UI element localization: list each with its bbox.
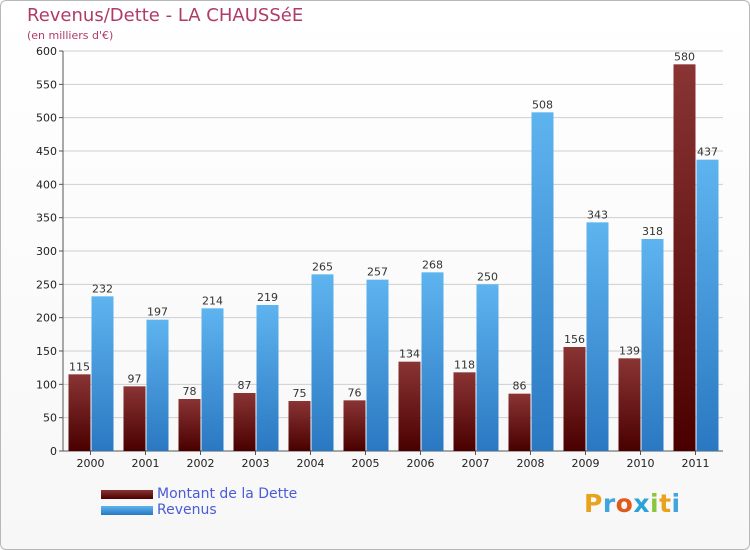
y-tick-label: 0 [50,445,57,458]
bar-revenus [256,305,279,451]
value-label-debt: 134 [399,348,420,361]
proxiti-logo: Proxiti [584,489,681,518]
x-tick-label: 2005 [352,457,380,470]
x-tick-label: 2003 [242,457,270,470]
y-tick-label: 600 [36,45,57,58]
value-label-revenus: 197 [147,306,168,319]
x-tick-label: 2000 [77,457,105,470]
value-label-revenus: 232 [92,282,113,295]
label-layer: 0 50 100 150 200 250 300 350 400 450 500 550 600 2000… [36,45,718,470]
bar-revenus [476,284,499,451]
x-tick-label: 2004 [297,457,325,470]
bar-debt [68,374,91,451]
y-tick-label: 150 [36,345,57,358]
x-tick-label: 2001 [132,457,160,470]
bar-revenus [696,159,719,451]
grid-layer [59,50,723,455]
value-label-debt: 118 [454,358,475,371]
x-tick-label: 2002 [187,457,215,470]
logo-letter: i [671,489,681,518]
value-label-revenus: 257 [367,266,388,279]
bar-debt [288,401,311,451]
y-tick-label: 250 [36,278,57,291]
bar-revenus [366,279,389,451]
y-tick-label: 500 [36,112,57,125]
legend-swatch-revenus [101,506,153,515]
y-tick-label: 50 [43,412,57,425]
x-tick-label: 2008 [517,457,545,470]
bar-debt [508,393,531,451]
y-tick-label: 350 [36,212,57,225]
logo-letter: t [659,489,672,518]
y-tick-label: 100 [36,378,57,391]
value-label-debt: 156 [564,333,585,346]
x-tick-label: 2010 [627,457,655,470]
value-label-debt: 86 [513,380,527,393]
logo-letter: o [615,489,634,518]
value-label-debt: 87 [238,379,252,392]
bar-revenus [531,112,554,451]
bar-revenus [146,319,169,451]
value-label-debt: 97 [128,372,142,385]
bar-revenus [91,296,114,451]
y-tick-label: 400 [36,178,57,191]
value-label-revenus: 268 [422,258,443,271]
legend-label-revenus: Revenus [157,502,217,518]
bar-revenus [641,239,664,451]
y-tick-label: 550 [36,78,57,91]
value-label-revenus: 219 [257,291,278,304]
value-label-revenus: 437 [697,146,718,159]
legend-swatch-debt [101,490,153,499]
value-label-revenus: 214 [202,294,223,307]
legend-label-debt: Montant de la Dette [157,486,298,502]
x-tick-label: 2006 [407,457,435,470]
logo-letter: i [650,489,660,518]
value-label-debt: 76 [348,386,362,399]
x-tick-label: 2011 [682,457,710,470]
chart-title: Revenus/Dette - LA CHAUSSéE [27,5,304,26]
y-tick-label: 450 [36,145,57,158]
bar-revenus [311,274,334,451]
bar-revenus [421,272,444,451]
chart-subtitle: (en milliers d'€) [27,29,114,42]
value-label-debt: 580 [674,50,695,63]
bar-debt [343,400,366,451]
logo-letter: r [602,489,616,518]
x-tick-label: 2007 [462,457,490,470]
bar-debt [453,372,476,451]
bar-revenus [586,222,609,451]
value-label-debt: 115 [69,360,90,373]
y-tick-label: 300 [36,245,57,258]
value-label-debt: 78 [183,385,197,398]
value-label-revenus: 250 [477,270,498,283]
bar-debt [398,361,421,451]
value-label-revenus: 343 [587,208,608,221]
bar-debt [123,386,146,451]
value-label-revenus: 508 [532,98,553,111]
logo-letter: P [584,489,603,518]
y-tick-label: 200 [36,312,57,325]
bar-layer [68,64,719,452]
value-label-revenus: 265 [312,260,333,273]
logo-letter: x [633,489,650,518]
bar-debt [618,358,641,451]
value-label-debt: 139 [619,344,640,357]
bar-debt [563,347,586,451]
bar-debt [178,399,201,451]
value-label-debt: 75 [293,387,307,400]
value-label-revenus: 318 [642,225,663,238]
bar-debt [233,393,256,451]
bar-debt [673,64,696,452]
bar-revenus [201,308,224,451]
x-tick-label: 2009 [572,457,600,470]
